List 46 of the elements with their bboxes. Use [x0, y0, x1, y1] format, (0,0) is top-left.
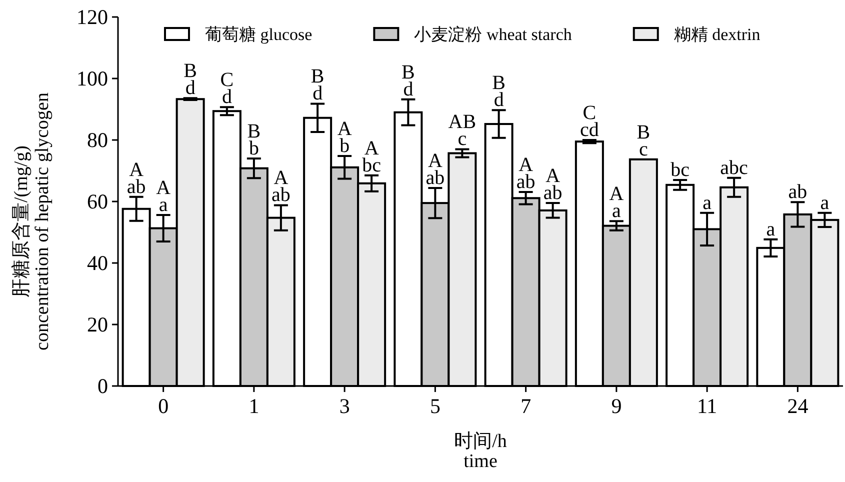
y-tick-label: 100 [76, 66, 108, 90]
data-label: A ab [543, 165, 562, 204]
data-label: A a [609, 183, 624, 222]
x-tick-label: 5 [430, 394, 440, 418]
x-tick-label: 9 [611, 394, 622, 418]
data-label: B b [247, 120, 261, 160]
data-label: A ab [516, 154, 536, 193]
x-tick-label: 24 [787, 394, 809, 418]
legend-label: 小麦淀粉 wheat starch [414, 25, 572, 44]
data-label: B d [492, 72, 506, 112]
data-label: a [820, 192, 830, 214]
x-tick-label: 3 [339, 394, 350, 418]
data-label: AB c [448, 111, 476, 150]
data-label: ab [788, 181, 808, 204]
x-tick-label: 0 [158, 394, 169, 418]
x-tick-label: 11 [696, 394, 718, 418]
data-label: A b [337, 118, 352, 157]
xlabel: time [464, 451, 498, 472]
y-tick-label: 80 [87, 128, 108, 152]
ylabel: concentration of hepatic glycogen [32, 92, 53, 350]
data-label: B c [636, 121, 650, 160]
y-tick-label: 120 [76, 5, 108, 29]
data-label: abc [720, 156, 748, 179]
data-label: A ab [271, 167, 290, 206]
data-label: C cd [580, 102, 599, 141]
legend-label: 葡萄糖 glucose [205, 25, 312, 44]
x-tick-label: 1 [248, 394, 260, 418]
data-label: A ab [126, 158, 146, 198]
data-label: bc [670, 158, 690, 181]
x-tick-label: 7 [520, 394, 532, 418]
xlabel: 时间/h [454, 431, 507, 452]
y-tick-label: 40 [87, 251, 108, 275]
y-tick-label: 0 [98, 374, 108, 398]
data-label: B d [310, 66, 324, 105]
data-label: a [766, 218, 776, 240]
legend-label: 糊精 dextrin [674, 25, 761, 44]
data-label: A bc [362, 137, 382, 176]
data-label: A ab [426, 150, 445, 189]
ylabel: 肝糖原含量/(mg/g) [11, 146, 32, 298]
data-label: a [702, 192, 712, 214]
data-label: A a [156, 177, 172, 216]
data-label: C d [220, 69, 234, 108]
y-tick-label: 60 [87, 190, 108, 214]
data-label: B d [184, 60, 197, 100]
data-label: B d [402, 61, 415, 100]
y-tick-label: 20 [87, 312, 108, 336]
